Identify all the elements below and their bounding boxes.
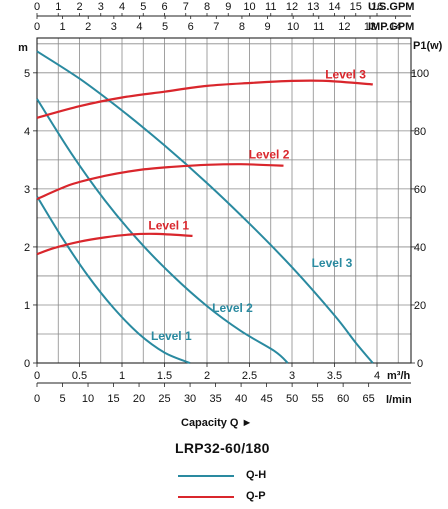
x-axis2-tick-label: 55 xyxy=(312,393,324,405)
y-right-tick-label: 60 xyxy=(414,184,426,196)
y-left-tick-label: 0 xyxy=(24,358,30,370)
qh-curve-level-3 xyxy=(36,50,374,364)
model-title: LRP32-60/180 xyxy=(175,440,270,456)
x-axis-tick-label: 0.5 xyxy=(72,370,87,382)
y-left-tick-label: 1 xyxy=(24,300,30,312)
x-axis2-tick-label: 65 xyxy=(363,393,375,405)
y-left-tick-label: 3 xyxy=(24,184,30,196)
qh-curve-level-1 xyxy=(36,195,191,364)
x-axis2-tick-label: 0 xyxy=(34,393,40,405)
arrow-right-icon: ► xyxy=(241,417,253,429)
legend-qp-label: Q-P xyxy=(246,490,266,502)
x-axis2-tick-label: 60 xyxy=(337,393,349,405)
top-axis-tick-label: 1 xyxy=(55,1,61,13)
y-right-tick-label: 80 xyxy=(414,126,426,138)
x-axis-tick-label: 2 xyxy=(204,370,210,382)
qp-curve-level-3 xyxy=(36,79,373,119)
x-axis2-tick-label: 5 xyxy=(59,393,65,405)
curve-labels: Level 1 Level 2 Level 3 Level 1 Level 2 Level… xyxy=(148,68,366,343)
x-axis-tick-label: 4 xyxy=(374,370,380,382)
y-right-unit-label: P1(w) xyxy=(413,40,443,52)
top-axis2-tick-label: 13 xyxy=(364,21,376,33)
top-axis2-tick-label: 6 xyxy=(188,21,194,33)
qh-label-level-3: Level 3 xyxy=(312,256,353,270)
top-axis-tick-label: 14 xyxy=(328,1,340,13)
qh-curve-level-2 xyxy=(36,98,289,364)
top-axis-tick-label: 11 xyxy=(265,1,276,13)
qh-label-level-1: Level 1 xyxy=(151,329,192,343)
legend-qh-swatch xyxy=(178,475,234,477)
x-axis2-unit-label: l/min xyxy=(386,394,412,406)
x-axis2-tick-label: 25 xyxy=(158,393,170,405)
top-axis2-tick-label: 10 xyxy=(287,21,299,33)
plot-frame xyxy=(36,37,412,364)
x-axis-tick-label: 3 xyxy=(289,370,295,382)
top-axis2-tick-label: 11 xyxy=(313,21,324,33)
qp-label-level-1: Level 1 xyxy=(148,219,189,233)
qp-label-level-3: Level 3 xyxy=(325,68,366,82)
top-axis-tick-label: 4 xyxy=(119,1,125,13)
top-axis2-tick-label: 9 xyxy=(264,21,270,33)
capacity-label: Capacity Q xyxy=(181,417,239,429)
top-axis-tick-label: 10 xyxy=(243,1,255,13)
x-axis2-tick-label: 40 xyxy=(235,393,247,405)
top-axis-tick-label: 8 xyxy=(204,1,210,13)
qp-curve-level-1 xyxy=(36,232,193,256)
top-axis2-tick-label: 8 xyxy=(239,21,245,33)
top-axis-tick-label: 2 xyxy=(76,1,82,13)
top-axis-tick-label: 0 xyxy=(34,1,40,13)
x-axis-tick-label: 1 xyxy=(119,370,125,382)
top-axis2-tick-label: 4 xyxy=(136,21,142,33)
x-axis2-tick-label: 20 xyxy=(133,393,145,405)
top-axis2-tick-label: 0 xyxy=(34,21,40,33)
y-left-unit-label: m xyxy=(18,42,28,54)
top-axis2-tick-label: 7 xyxy=(213,21,219,33)
qh-label-level-2: Level 2 xyxy=(212,301,253,315)
top-axis-tick-label: 12 xyxy=(286,1,298,13)
qp-curve-level-2 xyxy=(36,163,284,201)
x-axis-tick-label: 0 xyxy=(34,370,40,382)
y-right-tick-label: 20 xyxy=(414,300,426,312)
x-axis2-tick-label: 45 xyxy=(260,393,272,405)
top-axis-tick-label: 6 xyxy=(161,1,167,13)
top-axis2-tick-label: 1 xyxy=(60,21,66,33)
x-axis-tick-label: 3.5 xyxy=(327,370,342,382)
x-axis2-tick-label: 10 xyxy=(82,393,94,405)
top-axis-tick-label: 16 xyxy=(371,1,383,13)
top-axis-tick-label: 7 xyxy=(183,1,189,13)
legend-qh-label: Q-H xyxy=(246,469,267,481)
y-left-tick-label: 2 xyxy=(24,242,30,254)
top-axis-unit-label: U.S.GPM xyxy=(368,1,414,13)
x-axis-title: Capacity Q ► xyxy=(181,417,252,429)
x-axis-tick-label: 1.5 xyxy=(157,370,172,382)
qp-label-level-2: Level 2 xyxy=(249,147,290,161)
y-right-tick-label: 100 xyxy=(411,68,429,80)
legend-qp-swatch xyxy=(178,496,234,498)
top-axis-tick-label: 9 xyxy=(225,1,231,13)
x-axis2-tick-label: 50 xyxy=(286,393,298,405)
x-axis2-tick-label: 15 xyxy=(107,393,119,405)
top-axis2-tick-label: 12 xyxy=(338,21,350,33)
x-axis-tick-label: 2.5 xyxy=(242,370,257,382)
y-right-tick-label: 40 xyxy=(414,242,426,254)
y-left-tick-label: 4 xyxy=(24,126,30,138)
top-axis2-tick-label: 5 xyxy=(162,21,168,33)
top-axis2-unit-label: IMP.GPM xyxy=(368,21,414,33)
x-axis2-tick-label: 30 xyxy=(184,393,196,405)
top-axis-tick-label: 15 xyxy=(350,1,362,13)
y-left-tick-label: 5 xyxy=(24,68,30,80)
x-axis-unit-label: m³/h xyxy=(387,370,411,382)
top-axis2-tick-label: 14 xyxy=(390,21,402,33)
x-axis2-tick-label: 35 xyxy=(209,393,221,405)
top-axis-tick-label: 3 xyxy=(98,1,104,13)
curves xyxy=(36,50,374,364)
top-axis2-tick-label: 2 xyxy=(85,21,91,33)
top-axis-tick-label: 13 xyxy=(307,1,319,13)
top-axis-tick-label: 5 xyxy=(140,1,146,13)
top-axis2-tick-label: 3 xyxy=(111,21,117,33)
y-right-tick-label: 0 xyxy=(417,358,423,370)
